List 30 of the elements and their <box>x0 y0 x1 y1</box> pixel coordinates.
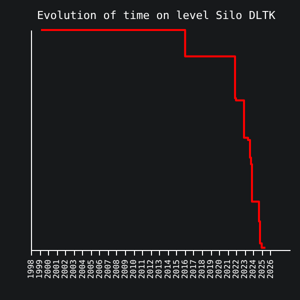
x-tick-label: 2016 <box>180 259 190 279</box>
x-tick-label: 2021 <box>223 259 232 279</box>
x-tick-label: 2007 <box>103 259 112 279</box>
x-tick-label: 2024 <box>248 259 258 279</box>
x-tick-label: 2005 <box>86 259 96 279</box>
x-tick-label: 2008 <box>112 259 121 279</box>
x-tick-label: 2001 <box>52 259 62 279</box>
x-tick-label: 2002 <box>60 259 70 279</box>
chart-title: Evolution of time on level Silo DLTK <box>37 9 276 22</box>
x-tick-label: 2015 <box>172 259 181 279</box>
x-tick-label: 2023 <box>240 259 250 279</box>
x-tick-label: 2022 <box>232 259 241 279</box>
x-tick-label: 2019 <box>206 259 216 279</box>
x-tick-label: 2014 <box>163 259 172 279</box>
x-tick-label: 2025 <box>257 259 266 279</box>
x-tick-label: 1999 <box>35 259 44 279</box>
x-tick-label: 2010 <box>129 259 138 279</box>
x-tick-label: 2020 <box>214 259 224 279</box>
x-tick-label: 2004 <box>78 259 87 279</box>
x-tick-label: 2018 <box>197 259 206 279</box>
x-tick-label: 2000 <box>44 259 53 279</box>
x-tick-label: 2009 <box>120 259 130 279</box>
x-tick-label: 2011 <box>138 259 147 279</box>
x-tick-label: 2003 <box>69 259 78 279</box>
x-tick-label: 2012 <box>146 259 156 279</box>
x-tick-label: 2026 <box>266 259 275 279</box>
x-tick-label: 2006 <box>94 259 104 279</box>
x-tick-label: 2017 <box>188 259 198 279</box>
x-tick-label: 1998 <box>26 259 36 279</box>
x-tick-label: 2013 <box>154 259 164 279</box>
